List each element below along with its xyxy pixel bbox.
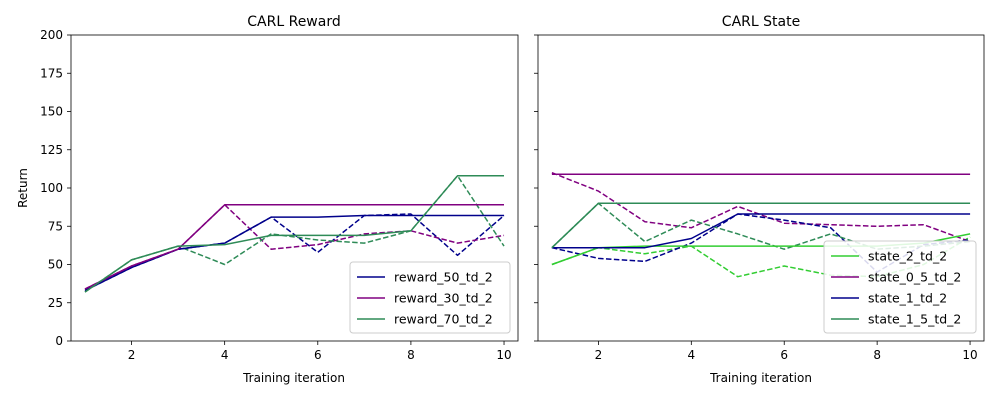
series-line-state_1_5_td_2 xyxy=(551,202,971,249)
chart-carl-state: CARL State Training iteration 2 4 6 8 10 stat… xyxy=(534,14,985,385)
x-tick-label: 6 xyxy=(780,348,788,362)
y-tick-label: 50 xyxy=(48,258,63,272)
y-tick-label: 0 xyxy=(55,334,63,348)
chart-title: CARL State xyxy=(722,14,800,30)
y-axis-label: Return xyxy=(16,168,30,208)
x-axis-label: Training iteration xyxy=(242,371,345,385)
series-line-reward_50_td_2 xyxy=(84,214,504,292)
x-tick-label: 2 xyxy=(595,348,603,362)
y-tick-label: 100 xyxy=(40,181,63,195)
series-line-dashed-7 xyxy=(551,202,971,250)
x-tick-label: 2 xyxy=(128,348,136,362)
x-tick-label: 4 xyxy=(221,348,229,362)
y-tick-label: 25 xyxy=(48,296,63,310)
x-axis-label: Training iteration xyxy=(709,371,812,385)
series-line-reward_70_td_2 xyxy=(84,175,504,293)
x-tick-label: 8 xyxy=(873,348,881,362)
legend-label: reward_50_td_2 xyxy=(394,270,493,285)
series-line-dashed-4 xyxy=(84,204,505,290)
series-line-state_1_td_2 xyxy=(551,213,971,249)
legend-label: state_0_5_td_2 xyxy=(868,270,961,285)
x-tick-label: 8 xyxy=(407,348,415,362)
series-line-dashed-5 xyxy=(551,172,971,243)
x-tick-label: 10 xyxy=(962,348,977,362)
y-tick-label: 175 xyxy=(40,66,63,80)
y-tick-label: 200 xyxy=(40,28,63,42)
x-tick-label: 6 xyxy=(314,348,322,362)
legend-box xyxy=(349,261,511,334)
series-line-reward_30_td_2 xyxy=(84,204,504,290)
x-tick-label: 4 xyxy=(687,348,695,362)
legend-label: state_2_td_2 xyxy=(868,249,947,264)
legend-label: state_1_td_2 xyxy=(868,291,947,306)
legend-label: reward_30_td_2 xyxy=(394,291,493,306)
legend-box xyxy=(823,240,977,334)
x-tick-label: 10 xyxy=(496,348,511,362)
y-tick-label: 125 xyxy=(40,143,63,157)
chart-carl-reward: CARL Reward Training iteration Return 2 4… xyxy=(16,14,519,385)
y-tick-label: 75 xyxy=(48,219,63,233)
legend-label: state_1_5_td_2 xyxy=(868,312,961,327)
y-tick-label: 150 xyxy=(40,105,63,119)
legend: state_2_td_2 state_0_5_td_2 state_1_td_2st… xyxy=(823,240,977,334)
legend: reward_50_td_2 reward_30_td_2 reward_70_td… xyxy=(349,261,511,334)
legend-label: reward_70_td_2 xyxy=(394,312,493,327)
chart-title: CARL Reward xyxy=(247,14,340,30)
